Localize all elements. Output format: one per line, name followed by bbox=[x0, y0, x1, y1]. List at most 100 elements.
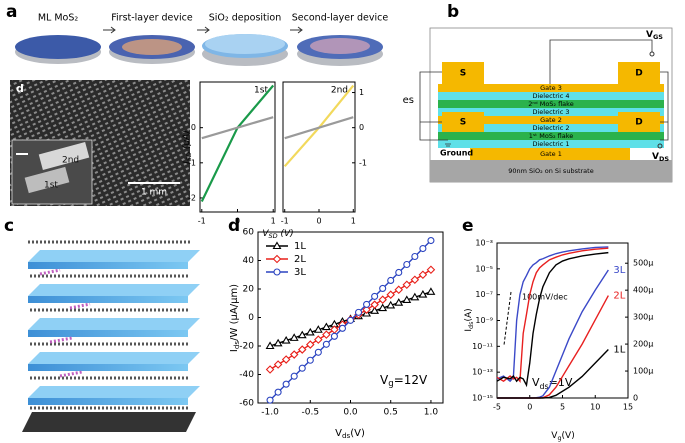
y-axis-label-part: ds bbox=[467, 321, 475, 329]
marker bbox=[394, 285, 404, 294]
marker bbox=[362, 305, 371, 314]
inset-device bbox=[24, 166, 70, 194]
plot-frame bbox=[199, 81, 276, 213]
terminal bbox=[657, 143, 663, 149]
y2-tick-label: 100μ bbox=[633, 367, 653, 376]
y2-tick-label: 300μ bbox=[633, 313, 653, 322]
marker bbox=[387, 276, 395, 285]
y-tick-label: 10⁻⁵ bbox=[475, 264, 493, 273]
annotation-part: V bbox=[380, 373, 389, 387]
y-axis-label-part: I bbox=[229, 349, 240, 352]
marker bbox=[297, 330, 307, 339]
marker bbox=[371, 292, 379, 300]
layer-label: Gate 3 bbox=[540, 84, 562, 92]
terminal bbox=[649, 51, 655, 57]
layer-gate bbox=[470, 148, 630, 160]
marker bbox=[346, 316, 355, 324]
step-label: SiO₂ deposition bbox=[209, 13, 281, 24]
marker bbox=[282, 380, 290, 388]
step-label: First-layer device bbox=[111, 13, 193, 24]
x-tick-label: -0.5 bbox=[302, 408, 320, 418]
device-array bbox=[122, 39, 182, 55]
marker bbox=[402, 280, 412, 290]
marker bbox=[402, 295, 412, 304]
layer-label: Dielectric 4 bbox=[533, 92, 570, 100]
x-tick-label: 5 bbox=[560, 403, 565, 412]
step-label: ML MoS₂ bbox=[38, 13, 79, 24]
plot-label: 2nd bbox=[331, 86, 348, 96]
marker bbox=[298, 364, 306, 372]
legend-label: 3L bbox=[294, 267, 306, 278]
annotation: Vg=12V bbox=[380, 373, 428, 389]
mos2-layers bbox=[28, 240, 190, 410]
y-tick-label: 60 bbox=[243, 228, 255, 238]
marker bbox=[272, 241, 282, 250]
x-axis-label-part: ds bbox=[342, 431, 351, 440]
annotation: Vds=1V bbox=[532, 376, 573, 391]
marker bbox=[314, 335, 323, 344]
contact-pad bbox=[618, 62, 660, 84]
x-axis-label-part: g bbox=[557, 434, 561, 442]
arrows bbox=[103, 26, 303, 34]
marker bbox=[274, 388, 282, 396]
marker bbox=[290, 372, 298, 380]
contact-pad bbox=[442, 62, 484, 84]
slab bbox=[28, 262, 188, 269]
marker bbox=[418, 289, 428, 298]
x-tick-label: 1 bbox=[351, 217, 356, 226]
marker bbox=[305, 327, 315, 336]
marker bbox=[394, 298, 404, 306]
annotation-part: =12V bbox=[394, 373, 428, 387]
marker bbox=[322, 340, 330, 348]
y-axis-label-part: SD bbox=[185, 152, 193, 161]
layer-label: 2ⁿᵈ MoS₂ flake bbox=[528, 100, 573, 108]
y-tick-label: 10⁻¹³ bbox=[472, 368, 493, 377]
y-tick-label: -2 bbox=[188, 193, 196, 202]
marker bbox=[411, 252, 419, 261]
y-axis-label-part: /W (μA/μm) bbox=[229, 284, 240, 341]
layer-label: Gate 2 bbox=[540, 116, 562, 124]
marker bbox=[281, 355, 291, 364]
x-tick-label: 1 bbox=[271, 217, 276, 226]
slab bbox=[28, 398, 188, 405]
inset-label: 2nd bbox=[62, 156, 79, 166]
marker bbox=[378, 303, 388, 312]
marker bbox=[426, 287, 436, 295]
series-line bbox=[200, 84, 275, 202]
slope-guide bbox=[503, 291, 512, 346]
slab bbox=[28, 364, 188, 371]
y-tick-label: -1 bbox=[188, 158, 196, 167]
marker bbox=[322, 330, 331, 339]
slab bbox=[28, 296, 188, 303]
contact-label: D bbox=[635, 118, 642, 128]
y-axis-label: Ids(A) bbox=[464, 308, 476, 331]
step-label: Second-layer device bbox=[292, 13, 389, 24]
layer-label: Dielectric 2 bbox=[533, 124, 570, 132]
marker bbox=[363, 300, 371, 308]
marker bbox=[418, 270, 428, 280]
marker bbox=[410, 275, 420, 285]
y-tick-label: 10⁻⁹ bbox=[475, 316, 493, 325]
marker bbox=[289, 350, 299, 359]
x-tick-label: -1 bbox=[198, 217, 206, 226]
y-tick-label: 0 bbox=[248, 313, 254, 323]
marker bbox=[379, 284, 387, 292]
wafer bbox=[15, 35, 101, 59]
inset-device bbox=[38, 142, 90, 170]
marker bbox=[410, 292, 420, 301]
x-tick-label: 0.0 bbox=[343, 408, 358, 418]
voltage-label: VDS bbox=[652, 152, 669, 164]
x-tick-label: -1 bbox=[281, 217, 289, 226]
x-tick-label: 0 bbox=[527, 403, 532, 412]
ground-label: Ground bbox=[440, 149, 473, 158]
marker bbox=[354, 308, 363, 316]
layer-label: Dielectric 3 bbox=[533, 108, 570, 116]
x-axis-label-part: (V) bbox=[350, 428, 365, 439]
layer-flake bbox=[438, 100, 664, 108]
marker bbox=[386, 290, 395, 299]
layer-dielectric bbox=[438, 108, 664, 116]
layer-label: Dielectric 1 bbox=[533, 140, 570, 148]
y-tick-label: 10⁻¹⁵ bbox=[472, 394, 493, 403]
series-line bbox=[201, 116, 274, 140]
